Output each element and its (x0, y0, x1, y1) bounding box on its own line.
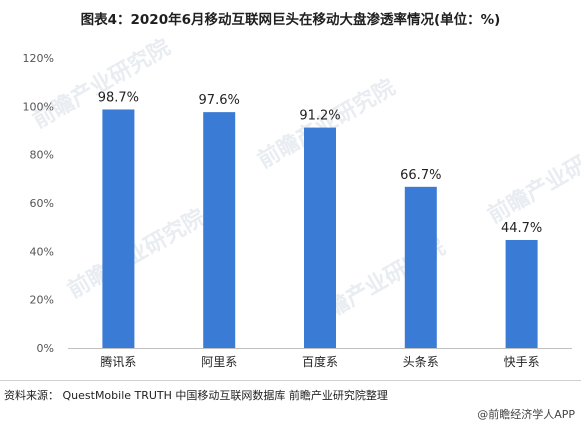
bar (404, 186, 437, 348)
y-axis: 0% 20% 40% 60% 80% 100% 120% (23, 52, 572, 355)
source-note: 资料来源： QuestMobile TRUTH 中国移动互联网数据库 前瞻产业研… (4, 389, 388, 402)
watermark: 前瞻产业研究院 (483, 129, 581, 229)
chart-title: 图表4：2020年6月移动互联网巨头在移动大盘渗透率情况(单位：%) (80, 12, 501, 28)
credit-note: @前瞻经济学人APP (477, 408, 575, 421)
bar (102, 109, 135, 348)
data-label: 66.7% (400, 168, 441, 183)
divider (0, 380, 581, 381)
data-label: 44.7% (501, 221, 542, 236)
bar (203, 112, 236, 348)
category-label: 腾讯系 (100, 354, 136, 369)
y-tick-label: 40% (30, 245, 54, 258)
data-label: 91.2% (299, 109, 340, 124)
bar (505, 239, 538, 348)
bar (304, 127, 336, 348)
data-labels: 98.7% 97.6% 91.2% 66.7% 44.7% (98, 90, 543, 236)
x-axis: 腾讯系 阿里系 百度系 头条系 快手系 (100, 354, 539, 369)
watermark: 前瞻产业研究院 (28, 34, 174, 134)
y-tick-label: 100% (23, 100, 54, 113)
y-tick-label: 0% (37, 342, 54, 355)
y-tick-label: 80% (30, 149, 54, 162)
data-label: 97.6% (199, 93, 240, 108)
category-label: 快手系 (504, 355, 540, 369)
category-label: 百度系 (302, 354, 338, 369)
category-label: 头条系 (403, 355, 439, 369)
y-tick-label: 120% (23, 52, 54, 65)
y-tick-label: 20% (30, 294, 54, 307)
watermark: 前瞻产业研究院 (63, 204, 209, 304)
data-label: 98.7% (98, 90, 139, 105)
bars (102, 109, 538, 348)
y-tick-label: 60% (30, 197, 54, 210)
category-label: 阿里系 (201, 355, 237, 369)
